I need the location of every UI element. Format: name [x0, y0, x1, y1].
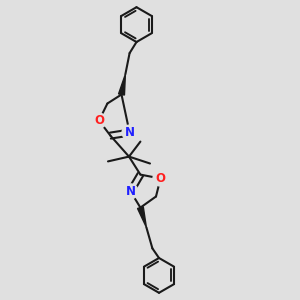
Text: N: N — [125, 185, 136, 198]
Circle shape — [92, 113, 106, 128]
Text: O: O — [155, 172, 166, 185]
Circle shape — [123, 184, 138, 199]
Circle shape — [153, 171, 168, 186]
Polygon shape — [118, 74, 125, 95]
Polygon shape — [137, 207, 146, 227]
Circle shape — [122, 125, 137, 140]
Text: O: O — [94, 114, 104, 127]
Text: N: N — [124, 126, 135, 139]
